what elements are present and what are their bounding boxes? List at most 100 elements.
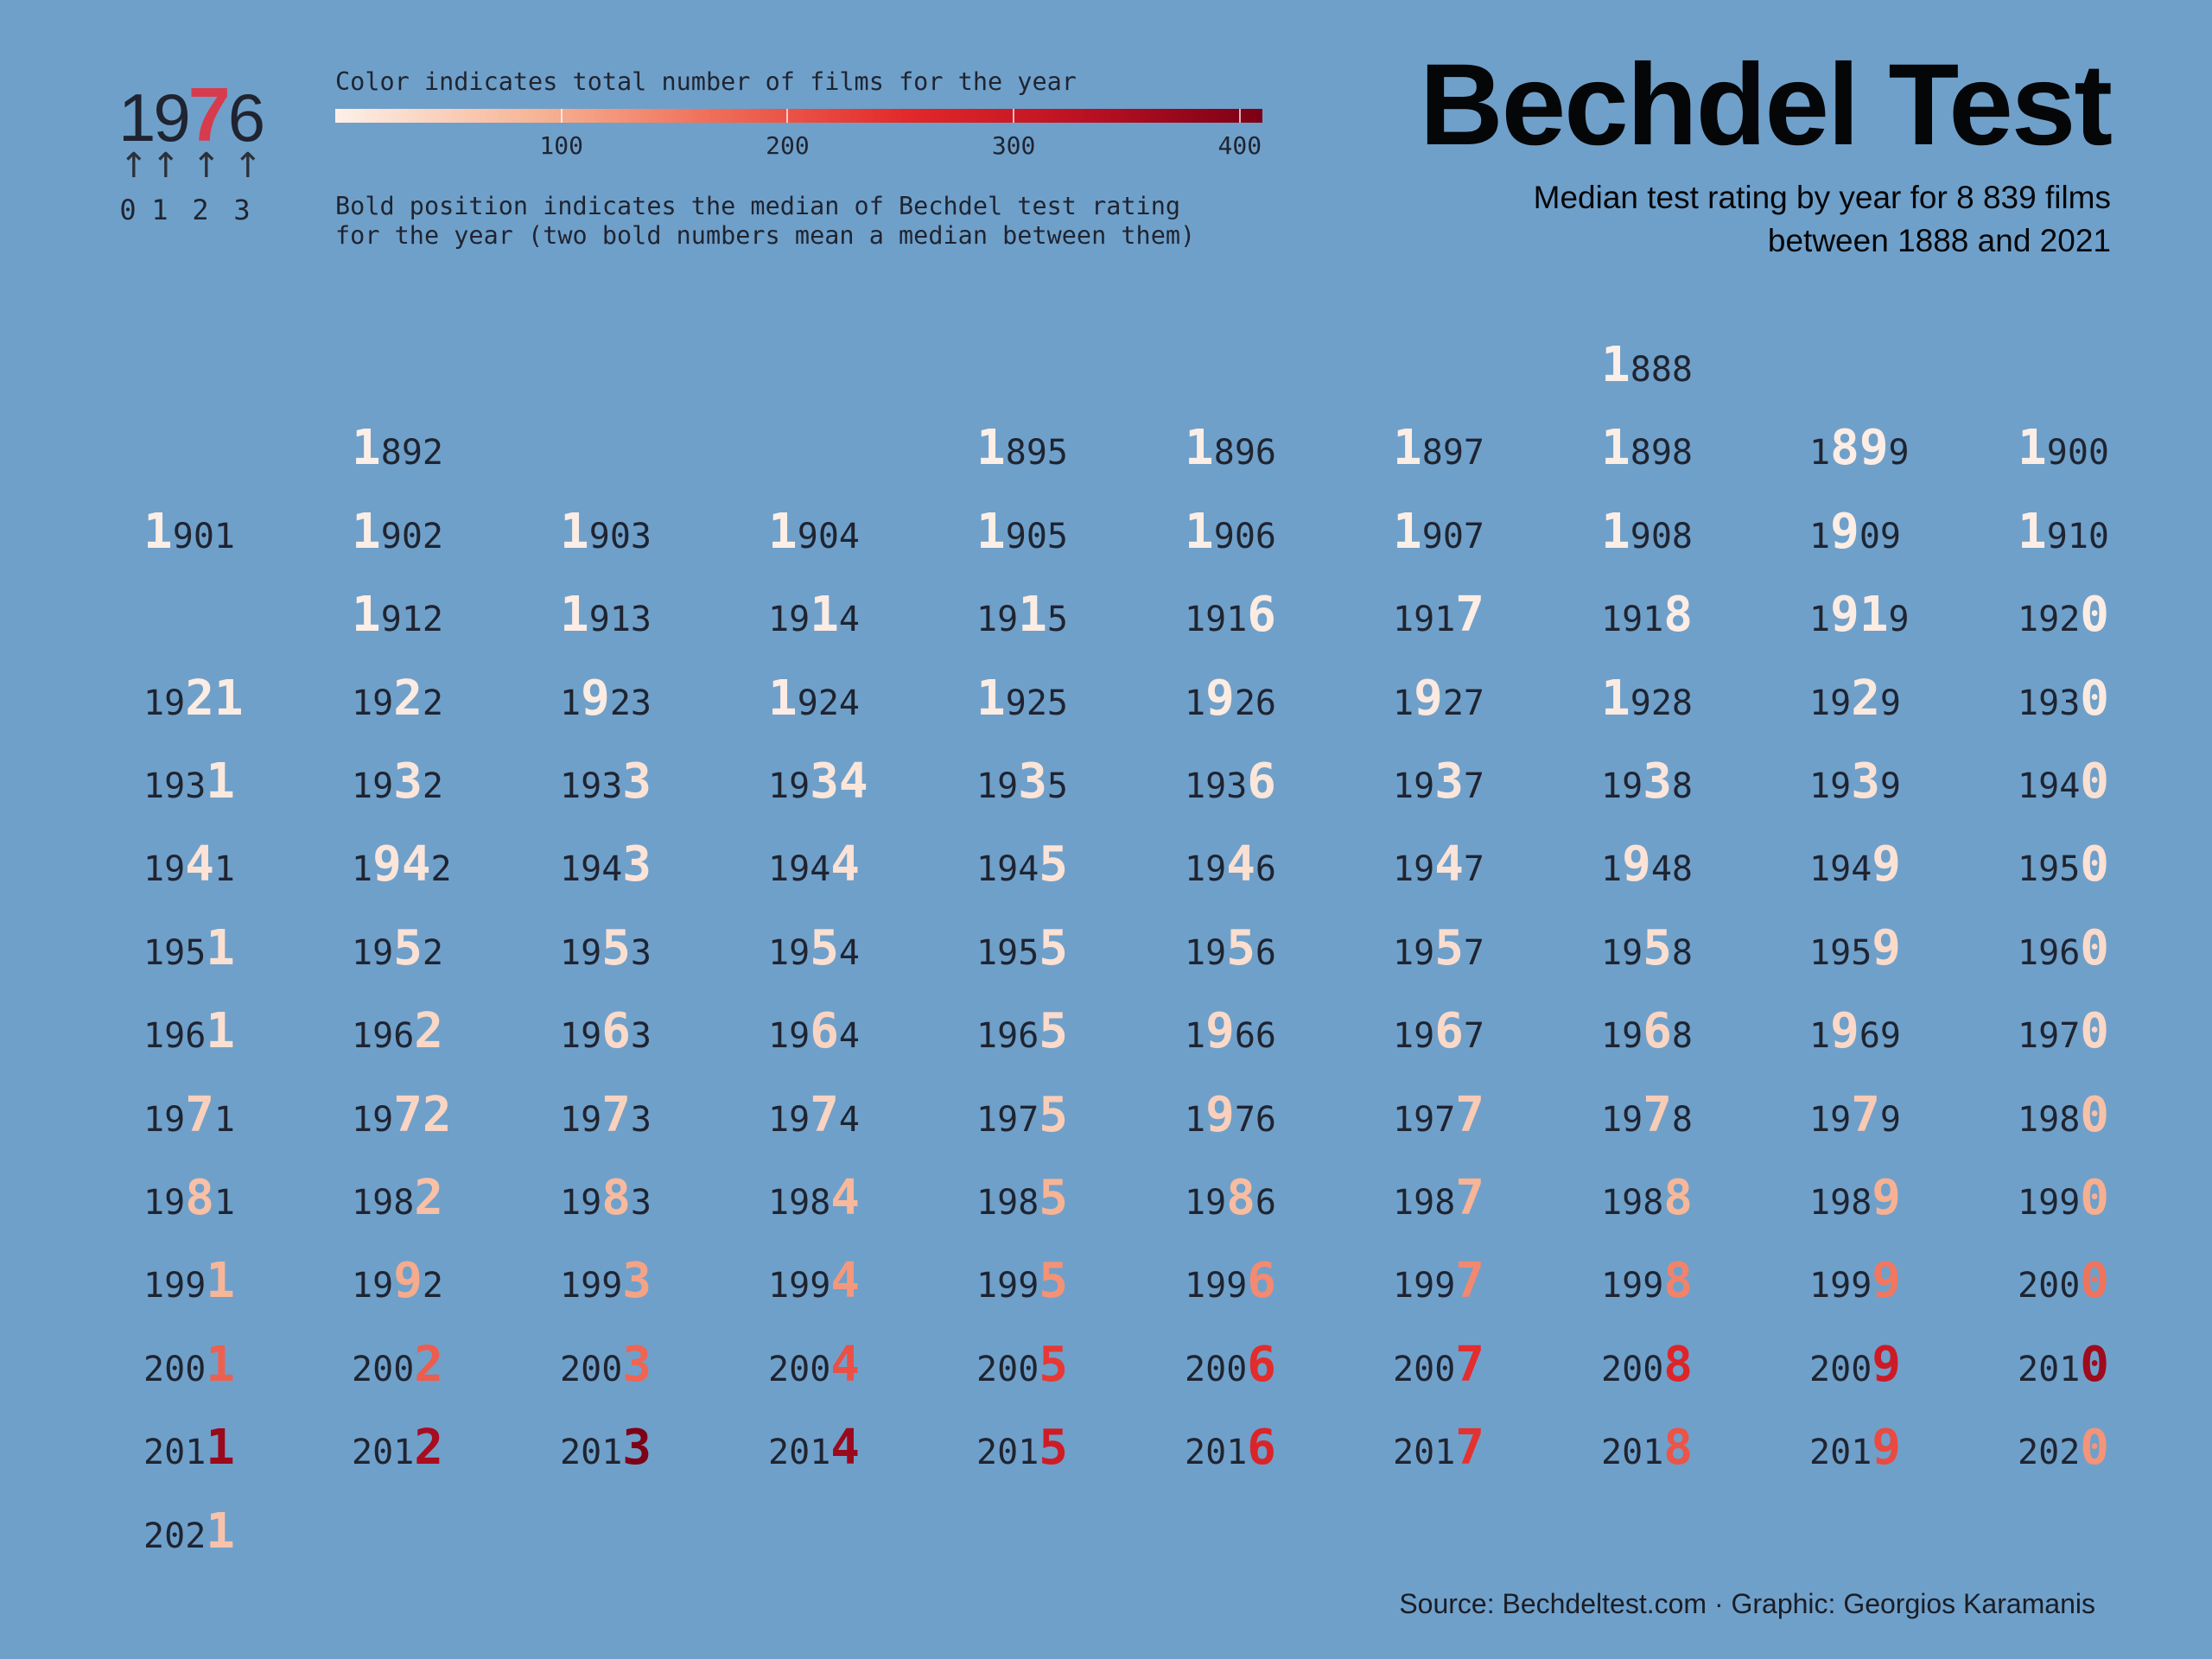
- year-digit: 8: [1671, 849, 1693, 890]
- year-digit: 8: [1643, 1183, 1664, 1223]
- year-digit: 1: [213, 670, 244, 727]
- year-digit: 8: [1663, 1253, 1693, 1310]
- year-digit: 1: [1393, 600, 1414, 640]
- year-label: 1964: [768, 1007, 860, 1056]
- year-digit: 9: [1205, 670, 1235, 727]
- year-digit: 0: [2038, 1266, 2060, 1306]
- year-digit: 8: [1663, 587, 1693, 644]
- year-digit: 1: [1393, 683, 1414, 723]
- year-digit: 9: [1213, 516, 1235, 556]
- bold-legend-line-1: Bold position indicates the median of Be…: [335, 192, 1181, 220]
- year-digit: 9: [1851, 1266, 1872, 1306]
- year-digit: 9: [789, 849, 810, 890]
- year-digit: 5: [1046, 433, 1068, 474]
- year-label: 1930: [2018, 674, 2109, 723]
- year-digit: 9: [581, 1266, 602, 1306]
- year-digit: 1: [1018, 587, 1047, 644]
- year-digit: 1: [2018, 766, 2039, 806]
- year-label: 1980: [2018, 1090, 2109, 1140]
- year-digit: 0: [2088, 516, 2109, 556]
- year-digit: 5: [1018, 932, 1039, 973]
- year-digit: 0: [1851, 1349, 1872, 1389]
- year-digit: 9: [372, 932, 394, 973]
- year-digit: 5: [1226, 919, 1255, 976]
- year-digit: 0: [2080, 1086, 2109, 1143]
- year-digit: 1: [768, 1266, 790, 1306]
- year-digit: 3: [1643, 753, 1672, 810]
- year-label: 2008: [1601, 1340, 1693, 1389]
- year-digit: 3: [630, 1016, 652, 1057]
- year-digit: 9: [1414, 600, 1435, 640]
- year-digit: 0: [2080, 1003, 2109, 1060]
- year-digit: 1: [2018, 849, 2039, 890]
- year-digit: 3: [630, 1099, 652, 1140]
- year-digit: 1: [2059, 1349, 2081, 1389]
- year-digit: 8: [1671, 683, 1693, 723]
- year-digit: 1: [1809, 849, 1831, 890]
- year-digit: 1: [976, 766, 998, 806]
- year-digit: 5: [2059, 849, 2081, 890]
- year-digit: 3: [630, 683, 652, 723]
- year-label: 1935: [976, 758, 1068, 806]
- year-label: 2019: [1809, 1424, 1901, 1472]
- year-digit: 1: [206, 1336, 235, 1393]
- year-digit: 9: [1830, 932, 1852, 973]
- year-label: 1926: [1185, 674, 1276, 723]
- year-digit: 1: [560, 683, 582, 723]
- year-digit: 1: [560, 849, 582, 890]
- year-digit: 9: [1414, 766, 1435, 806]
- year-label: 1951: [143, 924, 235, 973]
- year-digit: 1: [601, 1433, 623, 1473]
- year-digit: 9: [1830, 766, 1852, 806]
- year-digit: 1: [1601, 670, 1630, 727]
- year-digit: 9: [1830, 503, 1859, 560]
- year-digit: 5: [1039, 1003, 1068, 1060]
- year-label: 1956: [1185, 924, 1276, 973]
- year-digit: 2: [422, 1086, 452, 1143]
- year-digit: 1: [976, 1016, 998, 1057]
- year-label: 2011: [143, 1424, 235, 1472]
- year-digit: 1: [352, 932, 373, 973]
- year-label: 1944: [768, 841, 860, 889]
- year-digit: 2: [422, 1266, 443, 1306]
- year-digit: 9: [372, 1099, 394, 1140]
- year-digit: 9: [372, 1266, 394, 1306]
- year-digit: 6: [601, 1003, 631, 1060]
- year-digit: 1: [1185, 1183, 1206, 1223]
- year-digit: 1: [560, 1183, 582, 1223]
- year-digit: 6: [1255, 683, 1276, 723]
- year-digit: 9: [581, 670, 610, 727]
- year-digit: 1: [352, 1016, 373, 1057]
- year-digit: 1: [143, 683, 165, 723]
- year-digit: 9: [1872, 1170, 1901, 1226]
- year-digit: 9: [581, 1183, 602, 1223]
- year-label: 1948: [1601, 841, 1693, 889]
- year-digit: 0: [2080, 1253, 2109, 1310]
- year-digit: 1: [1393, 932, 1414, 973]
- year-digit: 0: [401, 516, 423, 556]
- year-digit: 3: [630, 516, 652, 556]
- year-digit: 8: [1663, 1170, 1693, 1226]
- year-digit: 8: [393, 1183, 415, 1223]
- year-digit: 8: [1226, 1170, 1255, 1226]
- year-digit: 2: [185, 670, 214, 727]
- year-digit: 0: [185, 1349, 207, 1389]
- year-digit: 9: [1005, 683, 1027, 723]
- year-digit: 9: [1442, 433, 1464, 474]
- year-label: 1898: [1601, 424, 1693, 473]
- year-digit: 0: [1442, 516, 1464, 556]
- year-digit: 1: [976, 1266, 998, 1306]
- year-digit: 5: [1046, 766, 1068, 806]
- year-label: 1950: [2018, 841, 2109, 889]
- year-digit: 1: [768, 766, 790, 806]
- year-digit: 2: [422, 600, 443, 640]
- year-digit: 0: [2080, 1420, 2109, 1477]
- year-label: 1981: [143, 1174, 235, 1223]
- year-digit: 9: [372, 683, 394, 723]
- year-label: 1902: [352, 507, 443, 556]
- year-digit: 9: [1872, 919, 1901, 976]
- year-digit: 1: [976, 670, 1006, 727]
- year-digit: 3: [622, 1336, 652, 1393]
- year-label: 1941: [143, 841, 235, 889]
- year-digit: 3: [1018, 753, 1047, 810]
